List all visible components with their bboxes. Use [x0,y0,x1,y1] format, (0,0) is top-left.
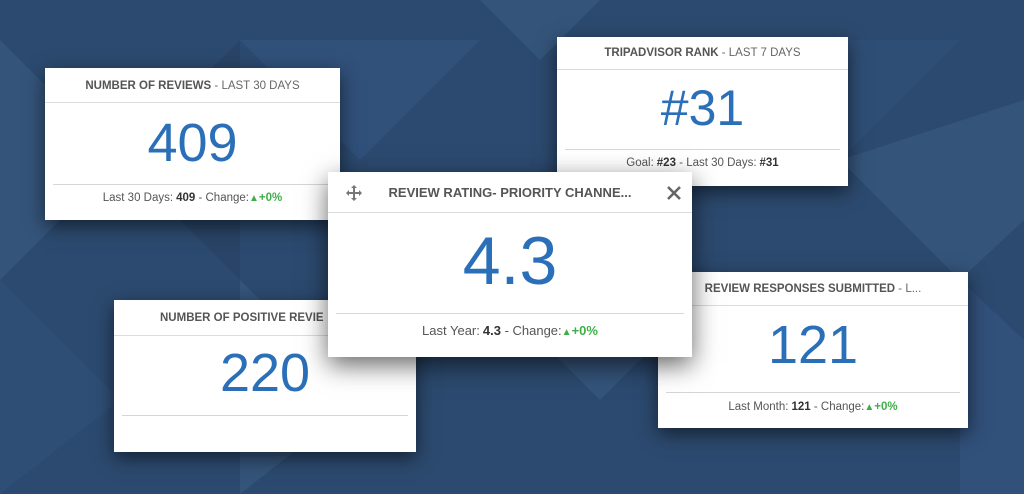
widget-title: NUMBER OF REVIEWS [85,80,212,92]
footer-change: +0% [874,401,898,413]
widget-footer: Last 30 Days: 409 - Change:▲+0% [45,192,340,204]
up-arrow: ▲ [864,402,875,413]
widget-footer: Goal: #23 - Last 30 Days: #31 [557,157,848,169]
separator [336,313,684,314]
widget-header: REVIEW RESPONSES SUBMITTED - L... [658,272,968,306]
close-button[interactable] [666,185,682,201]
move-handle[interactable] [345,184,363,202]
widget-period: - LAST 7 DAYS [721,47,801,59]
footer-label: - Change: [813,401,865,413]
up-arrow: ▲ [248,193,259,204]
up-arrow: ▲ [561,327,572,338]
widget-value: 121 [767,315,859,375]
widget-header: TRIPADVISOR RANK - LAST 7 DAYS [557,37,848,70]
widget-card[interactable]: REVIEW RESPONSES SUBMITTED - L... 121 La… [658,272,968,428]
footer-label: - Last 30 Days: [679,157,757,169]
separator [122,415,408,416]
footer-value: #31 [759,157,779,169]
footer-value: #23 [656,157,676,169]
widget-period: - L... [898,283,922,295]
widget-card[interactable]: NUMBER OF REVIEWS - LAST 30 DAYS 409 Las… [45,68,340,220]
separator [53,184,332,185]
widget-title: TRIPADVISOR RANK [604,47,719,59]
widget-title: REVIEW RATING- PRIORITY CHANNE... [388,185,632,200]
widget-header: REVIEW RATING- PRIORITY CHANNE... [328,172,692,213]
widget-card[interactable]: NUMBER OF POSITIVE REVIE 220 [114,300,416,452]
footer-label: Last Month: [728,401,789,413]
separator [666,392,960,393]
footer-label: Last 30 Days: [102,192,174,204]
footer-value: 4.3 [482,323,501,338]
widget-footer: Last Month: 121 - Change:▲+0% [658,401,968,413]
footer-label: Last Year: [422,323,480,338]
widget-card[interactable]: TRIPADVISOR RANK - LAST 7 DAYS #31 Goal:… [557,37,848,186]
footer-label: Goal: [626,157,654,169]
widget-value: 4.3 [462,223,558,299]
footer-label: - Change: [504,323,562,338]
footer-change: +0% [258,192,283,204]
widget-value: #31 [660,80,745,136]
footer-change: +0% [571,323,598,338]
footer-value: 121 [791,401,811,413]
widget-header: NUMBER OF REVIEWS - LAST 30 DAYS [45,68,340,103]
footer-value: 409 [176,192,196,204]
widget-value: 409 [147,113,238,173]
widget-footer: Last Year: 4.3 - Change:▲+0% [328,323,692,338]
widget-title: NUMBER OF POSITIVE REVIE [160,312,324,324]
separator [565,149,840,150]
widget-card[interactable]: REVIEW RATING- PRIORITY CHANNE... 4.3 La… [328,172,692,357]
widget-header: NUMBER OF POSITIVE REVIE [114,300,416,336]
widget-value: 220 [219,343,311,403]
widget-period: - LAST 30 DAYS [214,80,300,92]
widget-title: REVIEW RESPONSES SUBMITTED [704,283,896,295]
footer-label: - Change: [198,192,249,204]
